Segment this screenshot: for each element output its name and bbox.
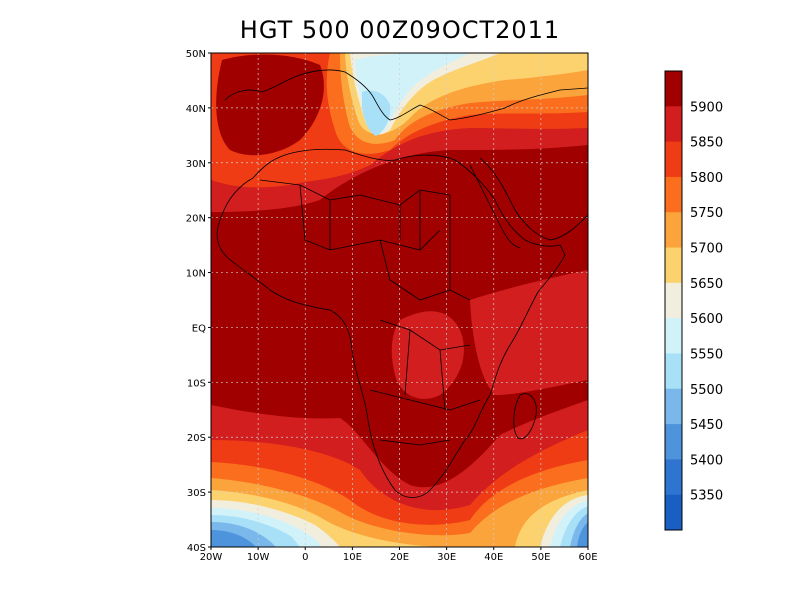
colorbar-frame <box>664 70 683 531</box>
colorbar-swatch <box>665 176 682 213</box>
colorbar-swatch <box>665 282 682 319</box>
lon-tick-label: 0 <box>302 552 308 563</box>
colorbar-label: 5450 <box>690 418 723 433</box>
country-border-5 <box>369 389 481 411</box>
lon-tick-label: 40E <box>484 552 503 563</box>
colorbar-label: 5500 <box>690 383 723 398</box>
contour-fill-5500-north <box>362 90 391 136</box>
lat-tick-label: 10N <box>186 269 206 280</box>
colorbar-swatch <box>665 212 682 249</box>
colorbar-swatch <box>665 353 682 390</box>
country-border-4 <box>379 319 471 351</box>
colorbar-swatch <box>665 388 682 425</box>
country-border-6 <box>379 439 451 446</box>
colorbar-label: 5350 <box>690 489 723 504</box>
colorbar-swatch <box>665 71 682 107</box>
colorbar-swatch <box>665 494 682 531</box>
colorbar-swatch <box>665 318 682 354</box>
africa-coastline <box>216 148 566 498</box>
colorbar-label: 5800 <box>690 171 723 186</box>
colorbar-swatch <box>665 106 682 143</box>
colorbar-label: 5900 <box>690 100 723 115</box>
lat-tick-label: 40N <box>186 104 206 115</box>
europe-coastline <box>224 69 588 121</box>
colorbar-swatch <box>665 247 682 284</box>
colorbar-label: 5650 <box>690 277 723 292</box>
lon-tick-label: 30E <box>437 552 456 563</box>
lat-tick-label: 20S <box>187 433 206 444</box>
lon-tick-label: 20W <box>200 552 223 563</box>
colorbar-label: 5600 <box>690 312 723 327</box>
country-border-3 <box>379 239 471 301</box>
contour-fill-5400-se <box>577 522 588 547</box>
country-border-7 <box>329 190 451 290</box>
coastlines <box>216 69 588 498</box>
colorbar-swatch <box>665 459 682 496</box>
lat-tick-label: 40S <box>187 543 206 554</box>
lat-tick-label: 10S <box>187 378 206 389</box>
lon-tick-label: 10W <box>247 552 270 563</box>
lat-tick-label: 30N <box>186 159 206 170</box>
lon-tick-label: 20E <box>390 552 409 563</box>
lat-tick-label: 20N <box>186 214 206 225</box>
red-sea-coastline <box>469 164 521 249</box>
contour-fill-5400-sw <box>211 530 256 547</box>
arabia-coastline <box>479 157 588 241</box>
madagascar-coastline <box>513 393 537 440</box>
colorbar-label: 5550 <box>690 347 723 362</box>
colorbar-label: 5750 <box>690 206 723 221</box>
colorbar-swatch <box>665 141 682 178</box>
contour-fill-east-coast <box>470 270 588 395</box>
lon-tick-label: 60E <box>578 552 597 563</box>
lat-tick-label: 50N <box>186 49 206 60</box>
colorbar-label: 5400 <box>690 453 723 468</box>
colorbar-swatch <box>665 424 682 460</box>
lat-tick-label: EQ <box>192 323 206 334</box>
lon-tick-label: 10E <box>343 552 362 563</box>
country-border-2 <box>299 184 441 251</box>
colorbar-label: 5850 <box>690 136 723 151</box>
chart-title: HGT 500 00Z09OCT2011 <box>239 16 561 44</box>
country-border-8 <box>404 329 446 411</box>
lat-tick-label: 30S <box>187 488 206 499</box>
colorbar-label: 5700 <box>690 242 723 257</box>
lon-tick-label: 50E <box>531 552 550 563</box>
contour-fill-iberia-ridge <box>216 54 324 156</box>
